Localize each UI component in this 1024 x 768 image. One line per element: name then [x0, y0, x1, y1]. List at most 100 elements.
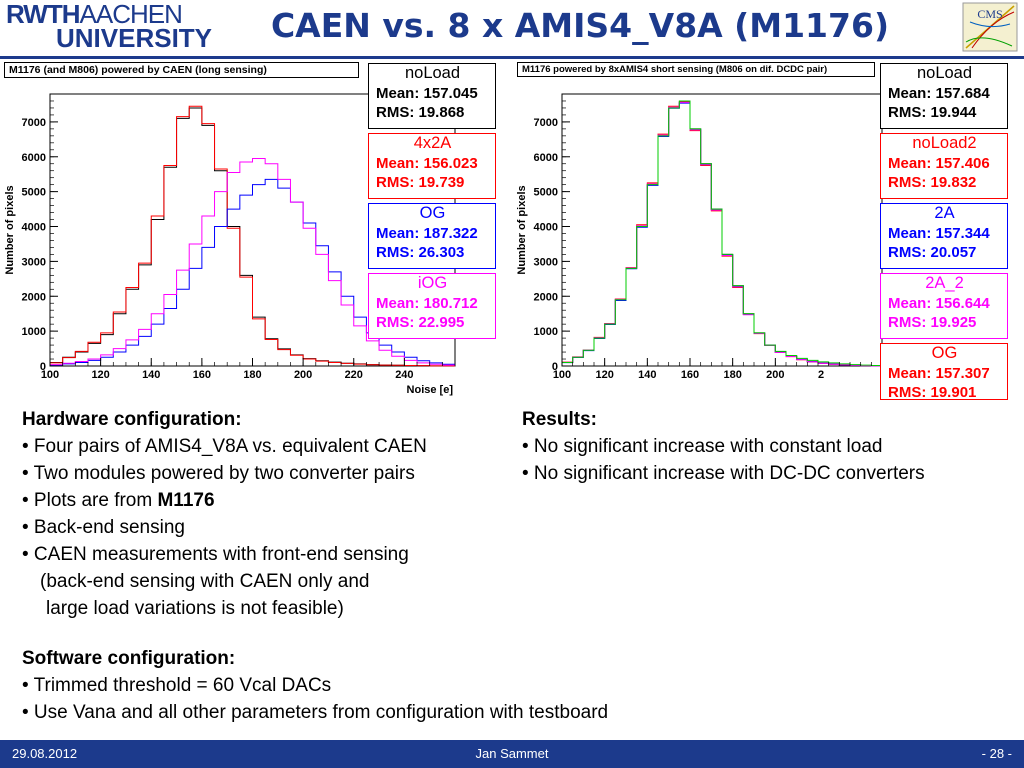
y-tick-label: 3000	[534, 256, 558, 268]
x-tick-label: 200	[766, 369, 784, 381]
stats-name: OG	[419, 204, 446, 222]
stats-box-4x2A: 4x2A Mean: 156.023 RMS: 19.739	[368, 133, 496, 199]
series-line-OG	[561, 100, 882, 366]
stats-mean: Mean: 156.023	[376, 154, 478, 172]
stats-name: noLoad	[916, 64, 973, 82]
stats-name: noLoad2	[912, 134, 977, 152]
cms-logo-icon: CMS	[962, 2, 1018, 52]
stats-mean: Mean: 180.712	[376, 294, 478, 312]
y-tick-label: 4000	[22, 222, 46, 234]
right-chart-title: M1176 powered by 8xAMIS4 short sensing (…	[517, 62, 875, 77]
footer-page-number: - 28 -	[981, 746, 1012, 761]
x-tick-label: 240	[395, 369, 413, 381]
software-configuration: Software configuration: • Trimmed thresh…	[22, 645, 822, 726]
y-tick-label: 7000	[22, 117, 46, 129]
y-tick-label: 7000	[534, 117, 558, 129]
stats-mean: Mean: 187.322	[376, 224, 478, 242]
results: Results: • No significant increase with …	[522, 406, 1022, 487]
x-tick-label: 180	[723, 369, 741, 381]
stats-rms: RMS: 20.057	[888, 244, 977, 261]
stats-mean: Mean: 157.307	[888, 364, 990, 382]
y-tick-label: 3000	[22, 256, 46, 268]
x-axis-label: Noise [e]	[407, 384, 454, 396]
logo-university: UNIVERSITY	[56, 23, 213, 53]
left-chart-title: M1176 (and M806) powered by CAEN (long s…	[4, 62, 359, 78]
hardware-item: • Back-end sensing	[22, 517, 185, 538]
y-tick-label: 5000	[534, 187, 558, 199]
stats-name: 2A_2	[925, 274, 964, 292]
slide-footer: 29.08.2012 Jan Sammet - 28 -	[0, 740, 1024, 768]
y-axis-label: Number of pixels	[516, 185, 528, 274]
y-tick-label: 6000	[22, 152, 46, 164]
x-tick-label: 2	[818, 369, 824, 381]
software-item: • Trimmed threshold = 60 Vcal DACs	[22, 675, 332, 696]
hardware-item-plots: • Plots are from M1176	[22, 490, 215, 511]
stats-rms: RMS: 19.739	[376, 174, 465, 191]
software-heading: Software configuration:	[22, 648, 236, 669]
stats-name: 4x2A	[413, 134, 452, 152]
x-tick-label: 120	[595, 369, 613, 381]
stats-rms: RMS: 22.995	[376, 314, 465, 331]
x-tick-label: 100	[41, 369, 59, 381]
stats-rms: RMS: 19.901	[888, 384, 977, 400]
rwth-logo: RWTHAACHEN UNIVERSITY	[6, 0, 213, 54]
results-item: • No significant increase with DC-DC con…	[522, 463, 925, 484]
y-tick-label: 4000	[534, 222, 558, 234]
y-axis-label: Number of pixels	[4, 185, 16, 274]
x-tick-label: 140	[638, 369, 656, 381]
stats-mean: Mean: 157.344	[888, 224, 990, 242]
stats-box-OG: OG Mean: 157.307 RMS: 19.901	[880, 343, 1008, 400]
y-tick-label: 0	[552, 361, 558, 373]
logo-aachen: AACHEN	[79, 0, 183, 29]
stats-name: OG	[931, 344, 958, 362]
stats-rms: RMS: 19.832	[888, 174, 977, 191]
series-line-iOG	[49, 158, 455, 366]
x-tick-label: 180	[243, 369, 261, 381]
plots-module-id: M1176	[157, 490, 215, 511]
hardware-item: • Two modules powered by two converter p…	[22, 463, 415, 484]
hardware-item: • CAEN measurements with front-end sensi…	[22, 544, 409, 565]
x-tick-label: 160	[681, 369, 699, 381]
footer-date: 29.08.2012	[12, 746, 78, 761]
x-tick-label: 120	[91, 369, 109, 381]
stats-box-OG: OG Mean: 187.322 RMS: 26.303	[368, 203, 496, 269]
x-tick-label: 220	[345, 369, 363, 381]
software-item: • Use Vana and all other parameters from…	[22, 702, 609, 723]
stats-box-iOG: iOG Mean: 180.712 RMS: 22.995	[368, 273, 496, 339]
cms-logo-text: CMS	[977, 7, 1002, 21]
slide-title: CAEN vs. 8 x AMIS4_V8A (M1176)	[270, 6, 890, 45]
stats-mean: Mean: 156.644	[888, 294, 990, 312]
hardware-configuration: Hardware configuration: • Four pairs of …	[22, 406, 522, 622]
stats-box-noLoad2: noLoad2 Mean: 157.406 RMS: 19.832	[880, 133, 1008, 199]
stats-box-2A_2: 2A_2 Mean: 156.644 RMS: 19.925	[880, 273, 1008, 339]
results-item: • No significant increase with constant …	[522, 436, 883, 457]
stats-name: noLoad	[404, 64, 461, 82]
results-heading: Results:	[522, 409, 597, 430]
right-histogram: 0 1000 2000 3000 4000 5000 6000 7000 100 120 140 16…	[516, 93, 883, 381]
x-tick-label: 200	[294, 369, 312, 381]
stats-mean: Mean: 157.045	[376, 84, 478, 102]
stats-rms: RMS: 19.944	[888, 104, 977, 121]
stats-name: 2A	[934, 204, 955, 222]
stats-box-2A: 2A Mean: 157.344 RMS: 20.057	[880, 203, 1008, 269]
footer-author: Jan Sammet	[475, 746, 549, 761]
logo-rwth: RWTH	[6, 0, 81, 29]
stats-box-noLoad: noLoad Mean: 157.684 RMS: 19.944	[880, 63, 1008, 129]
y-tick-label: 1000	[534, 326, 558, 338]
y-tick-label: 6000	[534, 152, 558, 164]
stats-rms: RMS: 19.868	[376, 104, 465, 121]
x-tick-label: 100	[553, 369, 571, 381]
slide-header: RWTHAACHEN UNIVERSITY CAEN vs. 8 x AMIS4…	[0, 0, 1024, 59]
stats-mean: Mean: 157.406	[888, 154, 990, 172]
y-tick-label: 0	[40, 361, 46, 373]
x-tick-label: 140	[142, 369, 160, 381]
hardware-heading: Hardware configuration:	[22, 409, 242, 430]
stats-mean: Mean: 157.684	[888, 84, 990, 102]
y-tick-label: 5000	[22, 187, 46, 199]
hardware-item-note: (back-end sensing with CAEN only and	[40, 571, 370, 592]
x-tick-label: 160	[193, 369, 211, 381]
stats-rms: RMS: 26.303	[376, 244, 465, 261]
hardware-item: • Four pairs of AMIS4_V8A vs. equivalent…	[22, 436, 427, 457]
y-tick-label: 2000	[22, 291, 46, 303]
y-tick-label: 1000	[22, 326, 46, 338]
